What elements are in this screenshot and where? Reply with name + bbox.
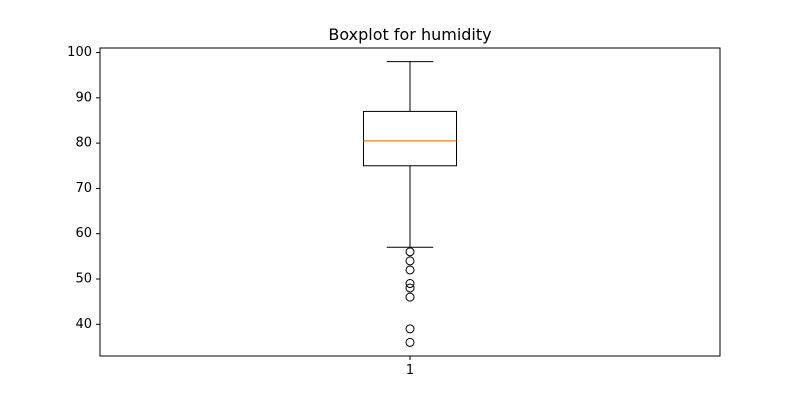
y-axis: 40 50 60 70 80 90 100 bbox=[67, 45, 100, 332]
outlier-point bbox=[405, 324, 415, 334]
outlier-point bbox=[405, 283, 415, 293]
outlier-point bbox=[405, 292, 415, 302]
outlier-point bbox=[405, 247, 415, 257]
y-tick-label: 70 bbox=[75, 181, 92, 196]
y-tick-label: 80 bbox=[75, 136, 92, 151]
y-tick-label: 50 bbox=[75, 272, 92, 287]
outlier-point bbox=[405, 256, 415, 266]
y-tick-label: 90 bbox=[75, 90, 92, 105]
y-tick-label: 60 bbox=[75, 226, 92, 241]
y-tick-label: 40 bbox=[75, 317, 92, 332]
x-tick-label: 1 bbox=[406, 363, 414, 378]
y-tick-label: 100 bbox=[67, 45, 92, 60]
outlier-point bbox=[405, 265, 415, 275]
iqr-box bbox=[363, 110, 457, 167]
outlier-point bbox=[405, 279, 415, 289]
boxplot-marks bbox=[363, 61, 457, 347]
outlier-point bbox=[405, 337, 415, 347]
x-axis: 1 bbox=[406, 356, 414, 378]
chart-title: Boxplot for humidity bbox=[328, 25, 491, 44]
